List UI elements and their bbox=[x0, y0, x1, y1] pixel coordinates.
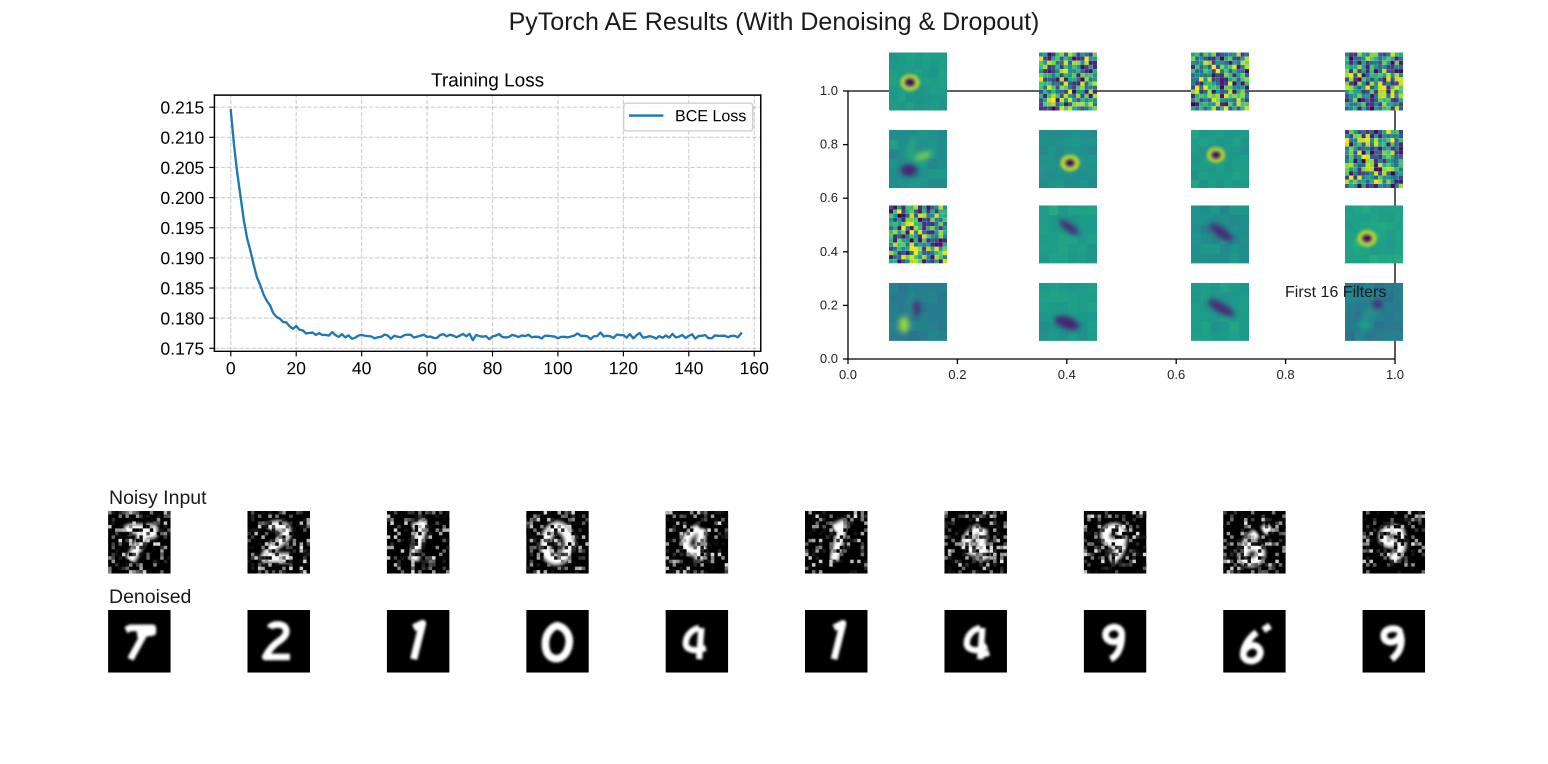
svg-text:0.8: 0.8 bbox=[1277, 367, 1295, 382]
svg-text:0.2: 0.2 bbox=[948, 367, 966, 382]
svg-text:1.0: 1.0 bbox=[820, 83, 838, 98]
svg-text:0.0: 0.0 bbox=[839, 367, 857, 382]
svg-text:0.2: 0.2 bbox=[820, 297, 838, 312]
svg-text:0.6: 0.6 bbox=[1167, 367, 1185, 382]
svg-text:1.0: 1.0 bbox=[1386, 367, 1404, 382]
svg-text:0.8: 0.8 bbox=[820, 137, 838, 152]
svg-text:0.4: 0.4 bbox=[1058, 367, 1076, 382]
svg-text:First 16 Filters: First 16 Filters bbox=[1285, 284, 1386, 301]
svg-text:0.6: 0.6 bbox=[820, 190, 838, 205]
svg-text:0.0: 0.0 bbox=[820, 351, 838, 366]
svg-text:0.4: 0.4 bbox=[820, 244, 838, 259]
